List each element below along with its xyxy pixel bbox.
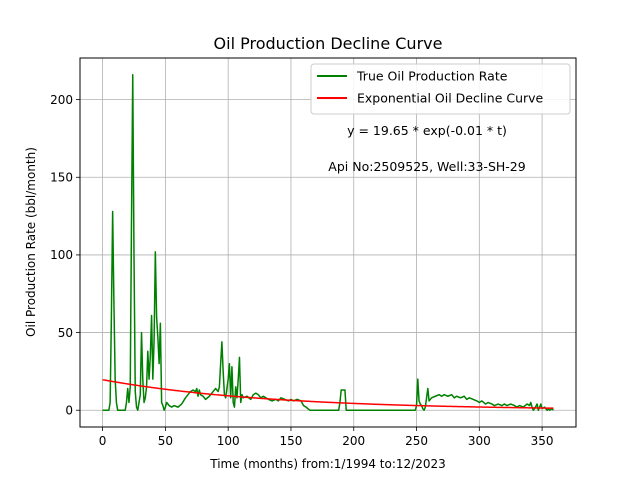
- x-tick-label: 0: [99, 434, 107, 448]
- legend-label-exponential-oil-decline-curve: Exponential Oil Decline Curve: [357, 91, 544, 106]
- x-axis-label: Time (months) from:1/1994 to:12/2023: [209, 457, 446, 471]
- x-tick-label: 300: [468, 434, 491, 448]
- x-tick-label: 50: [158, 434, 173, 448]
- series-layer: [102, 74, 554, 411]
- y-tick-label: 0: [65, 404, 73, 418]
- series-line-true-oil-production-rate: [102, 74, 554, 411]
- grid-lines: [80, 58, 576, 427]
- x-tick-label: 100: [217, 434, 240, 448]
- x-tick-label: 350: [531, 434, 554, 448]
- y-tick-label: 50: [58, 326, 73, 340]
- x-tick-label: 150: [280, 434, 303, 448]
- legend: True Oil Production Rate Exponential Oil…: [310, 63, 571, 115]
- legend-label-true-oil-production-rate: True Oil Production Rate: [356, 69, 508, 84]
- series-line-exponential-oil-decline-curve: [102, 378, 554, 409]
- y-tick-label: 150: [50, 171, 73, 185]
- plot-frame: [79, 57, 577, 428]
- x-tick-label: 250: [405, 434, 428, 448]
- y-axis-ticks: 0 50 100 150 200: [50, 93, 80, 418]
- y-tick-label: 200: [50, 93, 73, 107]
- chart-title: Oil Production Decline Curve: [214, 34, 443, 53]
- well-annotation: Api No:2509525, Well:33-SH-29: [328, 159, 525, 174]
- x-tick-label: 200: [342, 434, 365, 448]
- y-axis-label: Oil Production Rate (bbl/month): [24, 147, 38, 337]
- x-axis-ticks: 0 50 100 150 200 250 300 350: [99, 427, 554, 448]
- legend-box: [310, 63, 571, 115]
- y-tick-label: 100: [50, 248, 73, 262]
- equation-annotation: y = 19.65 * exp(-0.01 * t): [347, 123, 507, 138]
